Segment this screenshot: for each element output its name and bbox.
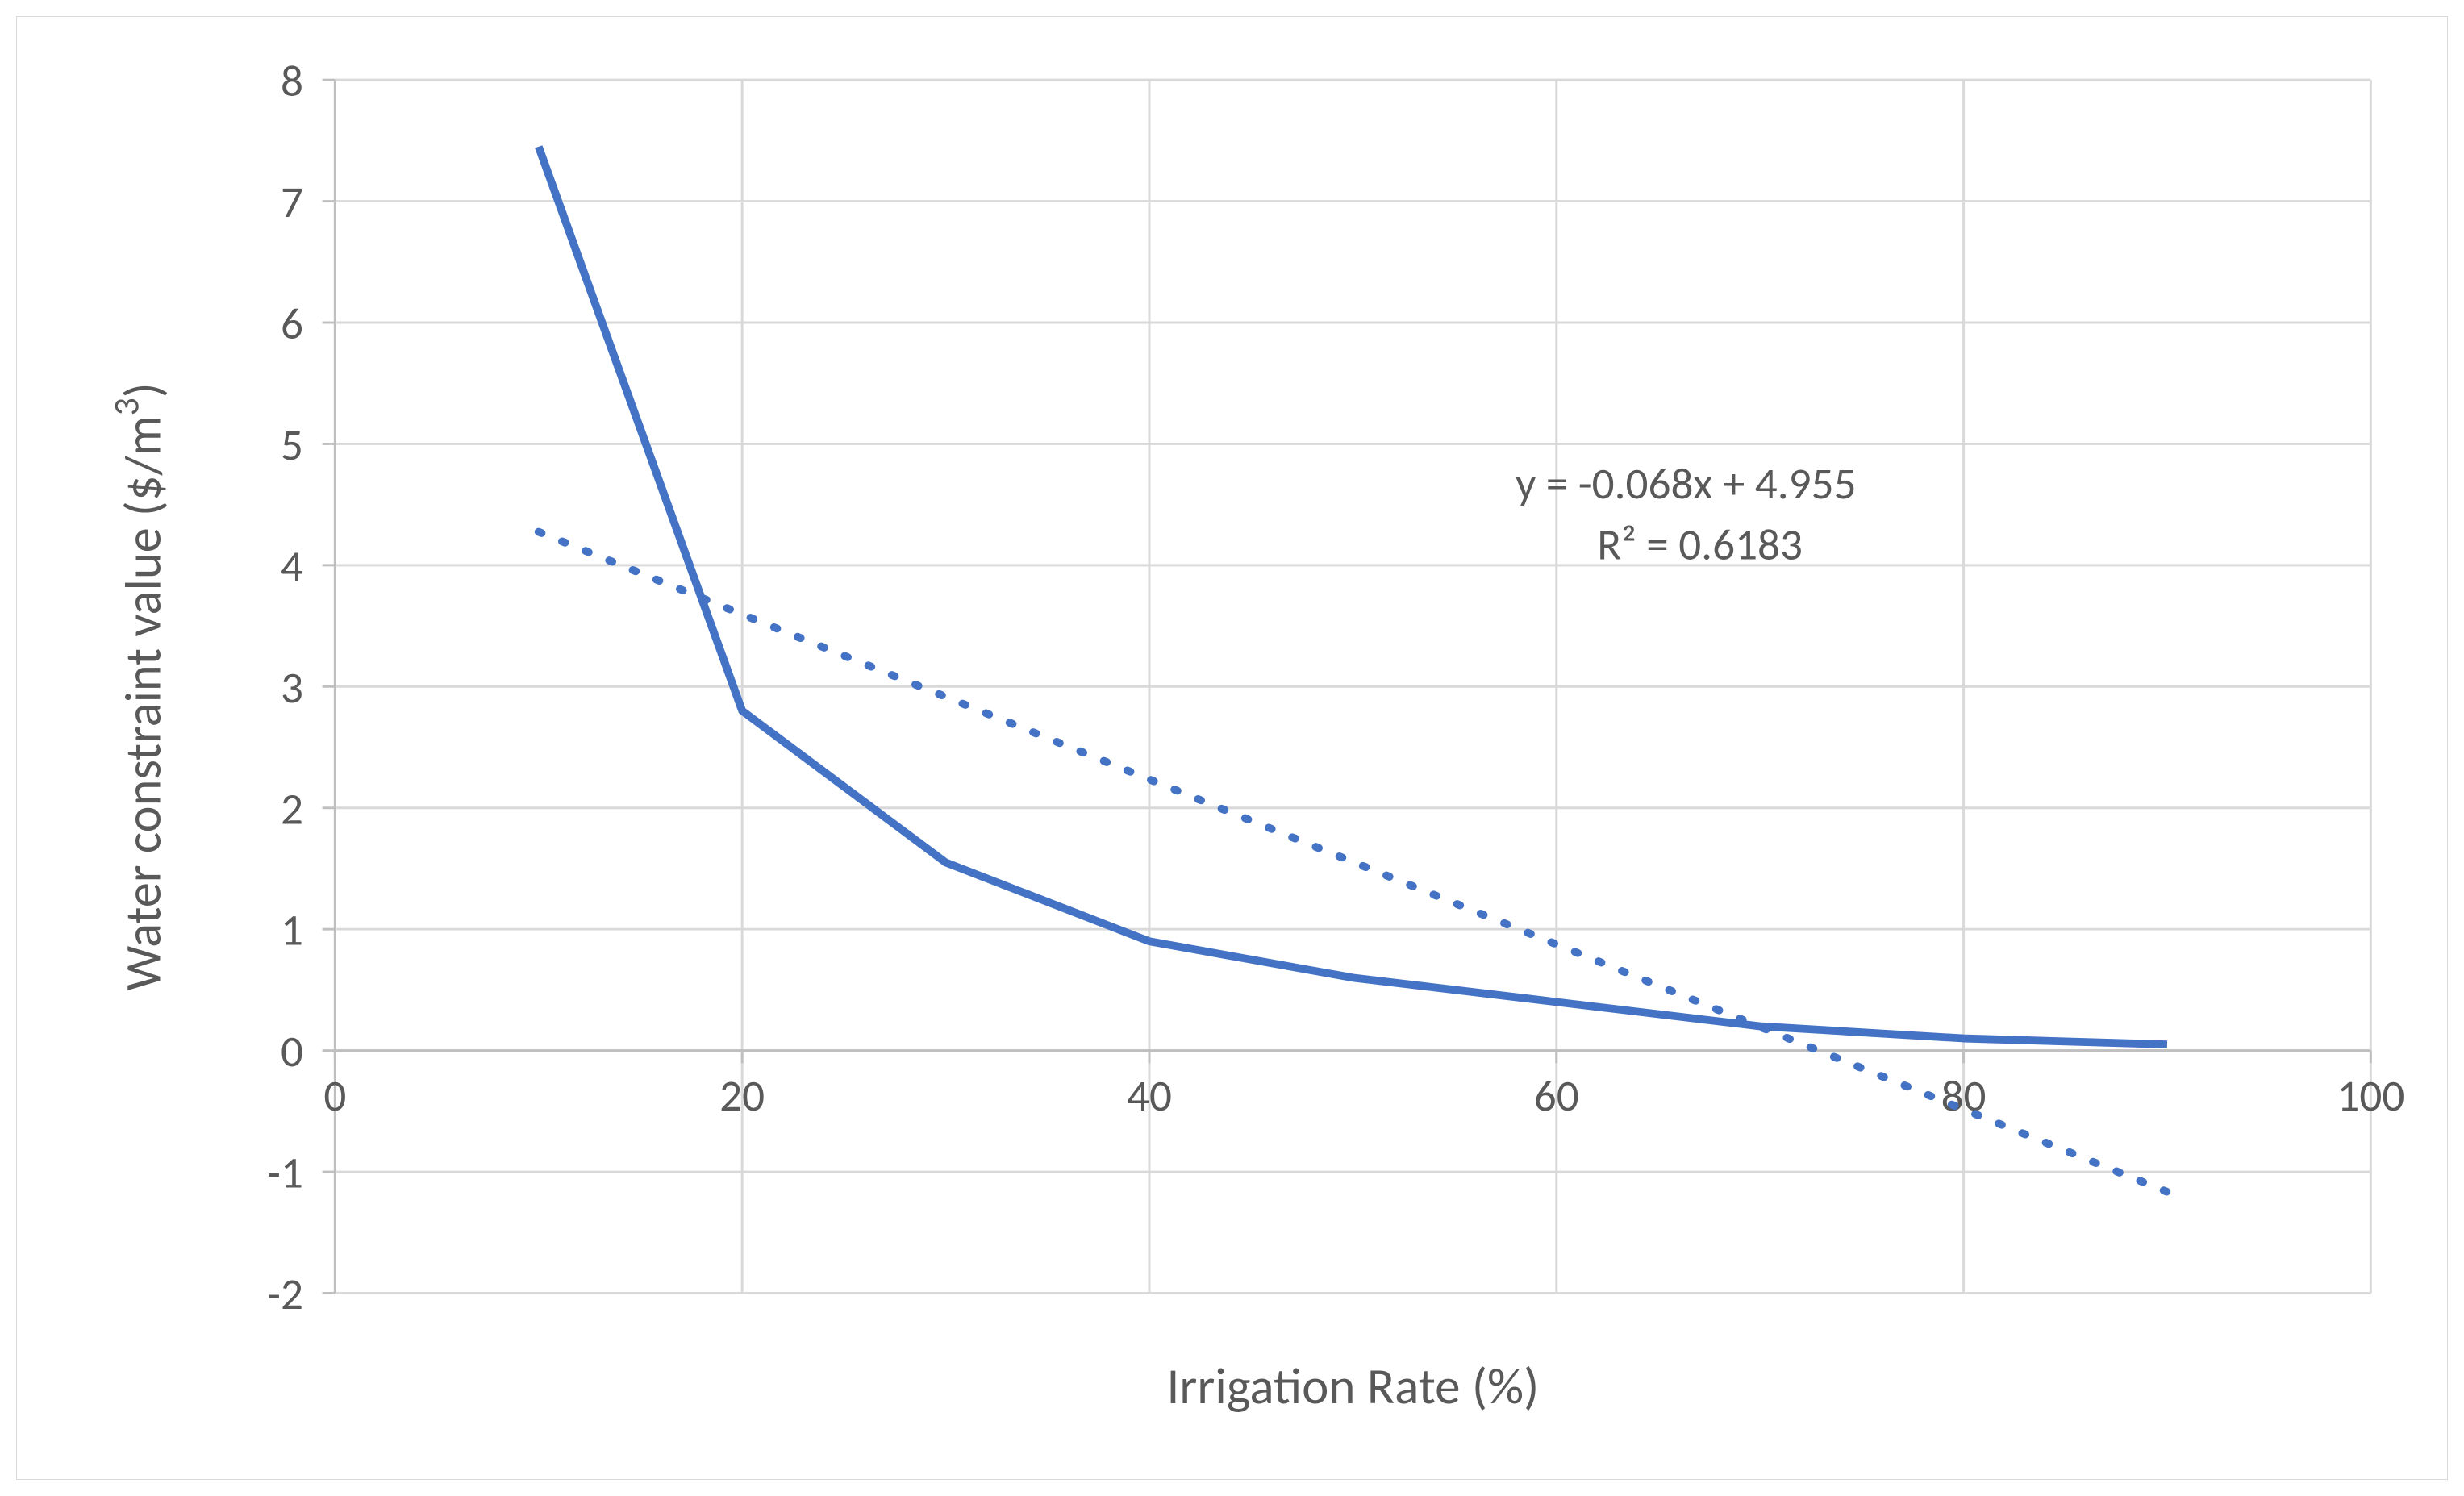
trendline-linear-trend — [539, 532, 2167, 1192]
y-tick-label: 3 — [281, 660, 303, 715]
chart-annotation: y = -0.068x + 4.955 — [1516, 456, 1856, 510]
x-axis-label: Irrigation Rate (%) — [1167, 1356, 1540, 1418]
x-tick-label: 20 — [719, 1069, 765, 1123]
y-tick-label: 2 — [281, 782, 303, 836]
y-axis-label: Water constraint value ($/m3) — [104, 382, 173, 990]
y-tick-label: 8 — [281, 54, 303, 108]
y-tick-label: 1 — [281, 903, 303, 957]
series-water-constraint — [539, 147, 2167, 1044]
y-tick-label: -2 — [267, 1267, 303, 1321]
x-tick-label: 100 — [2337, 1069, 2404, 1123]
x-tick-label: 0 — [323, 1069, 346, 1123]
y-tick-label: 5 — [281, 418, 303, 472]
y-tick-label: 6 — [281, 297, 303, 351]
x-tick-label: 60 — [1534, 1069, 1579, 1123]
chart-annotation: R² = 0.6183 — [1597, 518, 1803, 572]
x-tick-label: 40 — [1127, 1069, 1172, 1123]
chart-frame: 020406080100-2-1012345678y = -0.068x + 4… — [16, 16, 2448, 1480]
y-tick-label: 4 — [281, 540, 303, 594]
chart-container: 020406080100-2-1012345678y = -0.068x + 4… — [0, 0, 2464, 1496]
chart-svg: 020406080100-2-1012345678y = -0.068x + 4… — [17, 17, 2447, 1479]
y-tick-label: -1 — [267, 1146, 303, 1200]
y-tick-label: 7 — [281, 175, 303, 229]
y-tick-label: 0 — [281, 1024, 303, 1078]
